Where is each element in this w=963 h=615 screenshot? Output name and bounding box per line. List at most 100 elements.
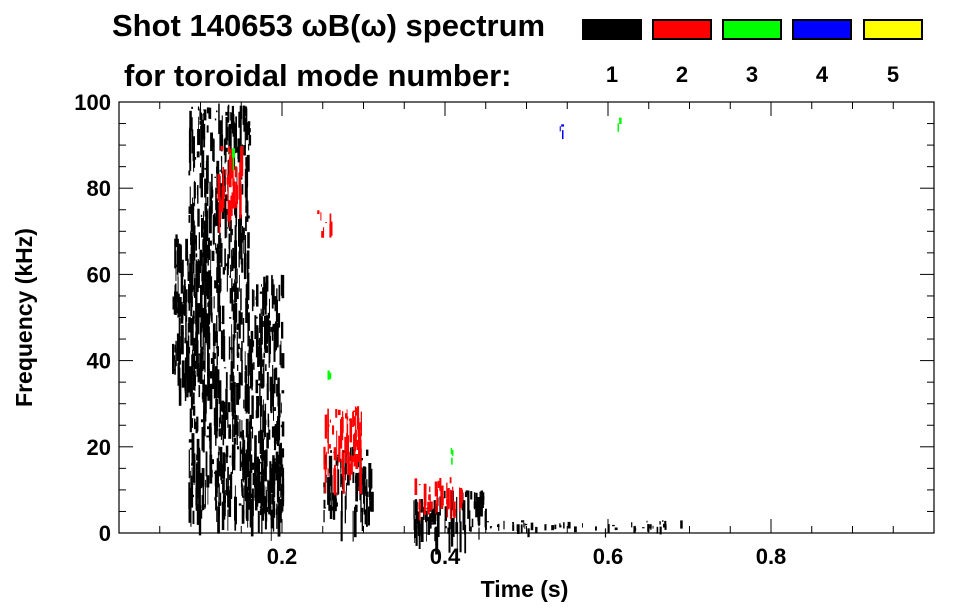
spectrum-mark (359, 439, 362, 470)
spectrum-mark (272, 365, 274, 384)
spectrum-mark (320, 212, 322, 221)
spectrum-mark (359, 433, 362, 450)
spectrum-mark (245, 382, 247, 395)
spectrum-mark (460, 488, 463, 509)
spectrum-mark (448, 522, 451, 553)
spectrum-mark (221, 305, 225, 325)
spectrum-mark (344, 436, 347, 458)
spectrum-mark (214, 118, 217, 121)
spectrum-mark (201, 393, 204, 400)
spectrum-mark (276, 503, 278, 529)
spectrum-mark (211, 459, 214, 465)
spectrum-mark (371, 491, 374, 512)
spectrum-mark (278, 393, 281, 418)
spectrum-mark (263, 411, 266, 438)
spectrum-mark (241, 258, 244, 273)
spectrum-mark (222, 434, 225, 446)
spectrum-mark (264, 452, 266, 457)
spectrum-mark (247, 447, 249, 474)
spectrum-mark (247, 322, 249, 347)
spectrum-mark (363, 486, 366, 515)
spectrum-mark (240, 431, 244, 438)
spectrum-mark (440, 489, 442, 507)
spectrum-mark (217, 369, 220, 399)
spectrum-mark (225, 194, 228, 201)
spectrum-mark (221, 400, 225, 413)
spectrum-mark (196, 263, 198, 291)
spectrum-mark (239, 162, 241, 183)
spectrum-mark (250, 450, 251, 457)
spectrum-mark (418, 499, 421, 521)
spectrum-mark (219, 187, 223, 213)
spectrum-mark (481, 490, 484, 499)
spectrum-mark (187, 271, 190, 281)
spectrum-mark (354, 406, 356, 435)
spectrum-mark (273, 501, 276, 518)
spectrum-mark (206, 435, 210, 438)
spectrum-mark (634, 525, 636, 528)
spectrum-mark (477, 497, 479, 522)
spectrum-mark (215, 484, 216, 500)
spectrum-mark (652, 525, 654, 529)
spectrum-mark (177, 362, 180, 386)
spectrum-mark (224, 211, 227, 239)
spectrum-mark (187, 365, 190, 393)
spectrum-mark (229, 317, 232, 319)
spectrum-mark (415, 501, 418, 525)
spectrum-mark (240, 288, 242, 311)
spectrum-mark (202, 379, 205, 403)
spectrum-mark (247, 304, 249, 309)
spectrum-mark (323, 499, 326, 509)
spectrum-mark (218, 483, 220, 507)
spectrum-mark (260, 316, 263, 345)
spectrum-mark (336, 454, 339, 457)
spectrum-mark (198, 385, 201, 398)
spectrum-mark (268, 320, 271, 326)
spectrum-mark (193, 243, 196, 261)
spectrum-mark (207, 396, 210, 401)
spectrum-mark (213, 296, 215, 309)
spectrum-mark (174, 360, 176, 375)
spectrum-mark (189, 262, 192, 274)
spectrum-mark (215, 365, 218, 381)
axis-tick-labels: 0 20 40 60 80 100 0.2 0.4 0.6 0.8 (74, 90, 786, 569)
spectrum-mark (258, 461, 260, 492)
spectrum-mark (239, 419, 241, 439)
spectrum-mark (192, 197, 194, 205)
spectrum-mark (228, 336, 231, 360)
spectrum-mark (191, 129, 194, 154)
spectrum-mark (278, 284, 281, 302)
spectrum-mark (336, 430, 338, 462)
spectrum-mark (260, 381, 264, 389)
spectrum-mark (219, 446, 223, 476)
spectrum-mark (503, 520, 505, 530)
spectrum-mark (229, 275, 231, 278)
spectrum-mark (228, 146, 230, 153)
spectrum-mark (178, 243, 181, 259)
spectrum-mark (232, 303, 236, 320)
spectrum-mark (247, 365, 249, 389)
spectrum-mark (189, 140, 192, 171)
spectrum-mark (177, 261, 179, 280)
spectrum-mark (431, 508, 435, 519)
spectrum-mark (231, 324, 233, 354)
spectrum-mark (353, 416, 356, 426)
spectrum-mark (269, 468, 272, 474)
spectrum-mark (202, 337, 204, 362)
spectrum-mark (251, 462, 255, 470)
spectrum-mark (664, 524, 667, 530)
spectrum-mark (354, 506, 357, 538)
spectrum-mark (200, 355, 203, 359)
spectrum-mark (218, 235, 221, 250)
spectrum-mark (227, 257, 229, 276)
spectrum-mark (200, 509, 203, 519)
spectrum-mark (451, 527, 454, 547)
spectrum-mark (197, 303, 201, 315)
spectrum-mark (237, 347, 239, 356)
spectrum-mark (207, 208, 209, 219)
spectrum-mark (236, 323, 239, 330)
spectrum-mark (215, 486, 217, 511)
spectrum-mark (217, 278, 220, 283)
spectrum-mark (356, 406, 360, 430)
